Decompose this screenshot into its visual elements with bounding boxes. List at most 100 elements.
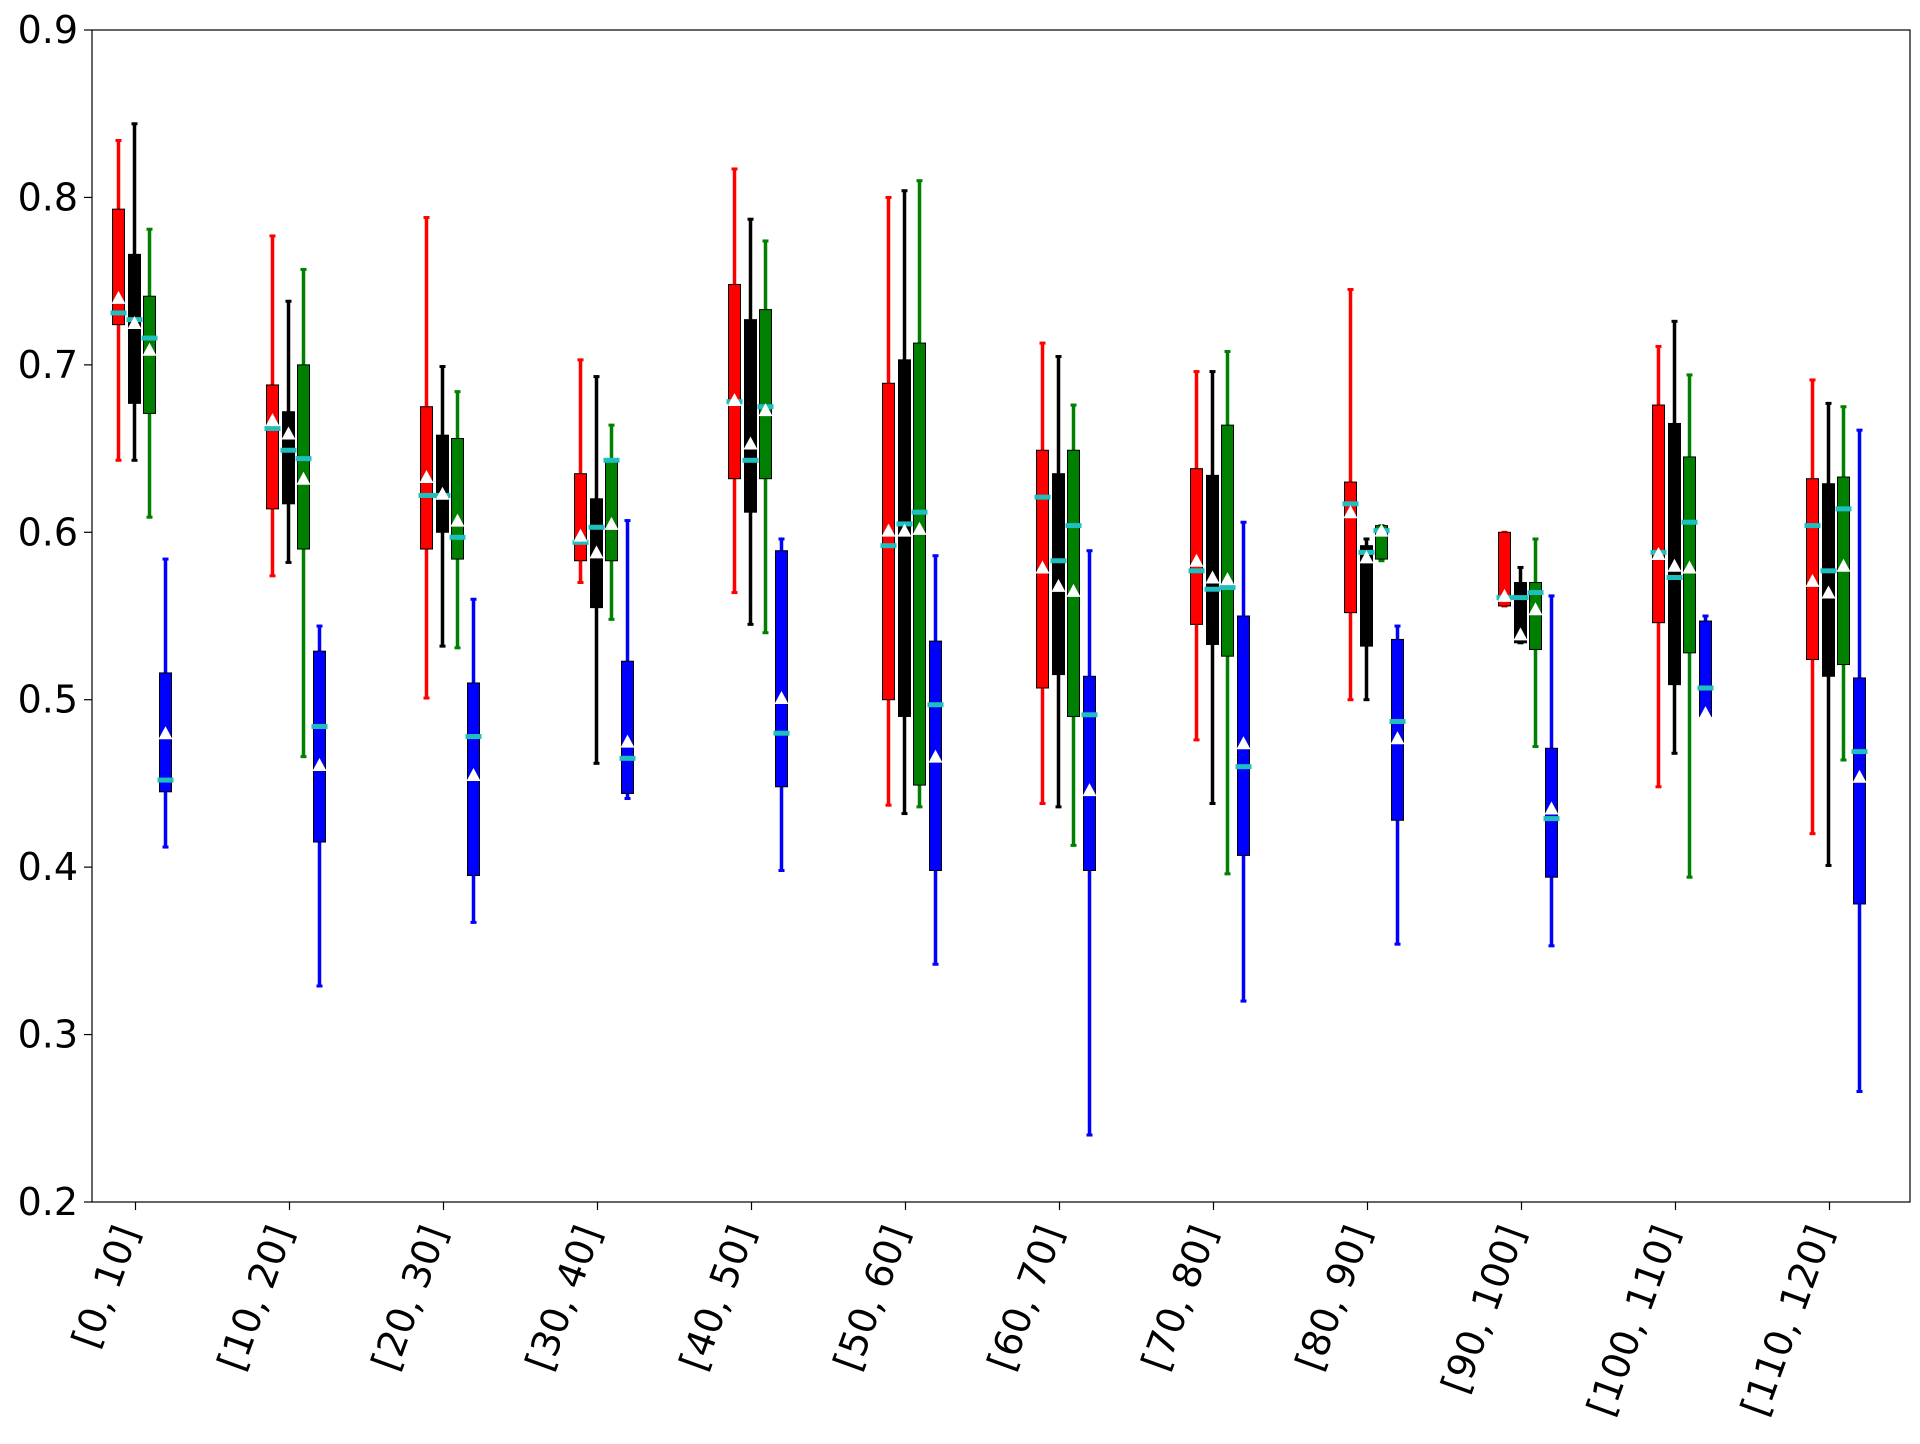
x-tick-label: [60, 70] (979, 1220, 1072, 1376)
box (266, 384, 279, 510)
mean-marker (265, 413, 280, 427)
x-tick-label: [110, 120] (1733, 1220, 1842, 1422)
box (1668, 422, 1681, 686)
mean-marker (774, 691, 789, 705)
mean-marker (743, 436, 758, 450)
box (1822, 483, 1835, 677)
x-tick-label: [80, 90] (1287, 1220, 1380, 1376)
mean-marker (573, 528, 588, 542)
mean-marker (1051, 578, 1066, 592)
mean-marker (435, 486, 450, 500)
mean-marker (296, 471, 311, 485)
x-tick-label: [70, 80] (1133, 1220, 1226, 1376)
box (1391, 638, 1404, 821)
mean-marker (589, 545, 604, 559)
mean-marker (419, 470, 434, 484)
mean-marker (142, 342, 157, 356)
mean-marker (928, 749, 943, 763)
mean-marker (1852, 769, 1867, 783)
mean-marker (881, 523, 896, 537)
box (1052, 473, 1065, 676)
x-tick-label: [0, 10] (63, 1220, 148, 1354)
mean-marker (127, 316, 142, 329)
box (574, 473, 587, 562)
box (728, 283, 741, 480)
box (759, 309, 772, 480)
mean-marker (111, 290, 126, 304)
mean-marker (1805, 573, 1820, 587)
y-tick-label: 0.7 (18, 343, 78, 387)
box (1683, 456, 1696, 654)
x-tick-label: [50, 60] (825, 1220, 918, 1376)
mean-marker (1035, 560, 1050, 574)
box (1498, 531, 1511, 607)
mean-marker (466, 768, 481, 782)
mean-marker (1220, 572, 1235, 586)
y-tick-label: 0.2 (18, 1180, 78, 1224)
mean-marker (1513, 627, 1528, 641)
box (913, 342, 926, 786)
mean-marker (1497, 588, 1512, 602)
mean-marker (1528, 602, 1543, 616)
x-tick-label: [90, 100] (1433, 1220, 1534, 1399)
plot-frame (91, 29, 1911, 1203)
axes: 0.2 0.3 0.4 0.5 0.6 0.7 0.8 0.9 [0, 10] [10, 20] [… (18, 8, 1911, 1422)
box (898, 359, 911, 717)
mean-marker (620, 734, 635, 748)
box (1067, 449, 1080, 717)
mean-marker (1082, 783, 1097, 797)
box (1699, 620, 1712, 717)
box (744, 319, 757, 513)
box (1529, 582, 1542, 650)
mean-marker (158, 726, 173, 740)
mean-marker (1236, 736, 1251, 750)
mean-marker (1066, 583, 1081, 597)
x-tick-label: [100, 110] (1579, 1220, 1688, 1422)
box-series-2 (126, 122, 1837, 867)
mean-marker (1698, 706, 1713, 720)
box (282, 411, 295, 505)
mean-marker (281, 426, 296, 440)
box (1853, 677, 1866, 905)
mean-marker (1682, 560, 1697, 574)
x-tick-label: [40, 50] (671, 1220, 764, 1376)
box (1221, 424, 1234, 657)
x-tick-label: [30, 40] (517, 1220, 610, 1376)
box (1237, 615, 1250, 856)
box-series-4 (157, 428, 1868, 1137)
box (313, 650, 326, 843)
mean-marker (1667, 558, 1682, 572)
mean-marker (912, 521, 927, 535)
box (1206, 474, 1219, 645)
box (112, 208, 125, 326)
box (621, 660, 634, 794)
mean-marker (1359, 550, 1374, 564)
mean-marker (897, 523, 912, 537)
mean-marker (1544, 801, 1559, 815)
y-tick-label: 0.3 (18, 1013, 78, 1057)
mean-marker (1821, 585, 1836, 599)
x-tick-label: [20, 30] (363, 1220, 456, 1376)
box (1360, 545, 1373, 647)
y-tick-label: 0.4 (18, 845, 78, 889)
mean-marker (1205, 570, 1220, 584)
mean-marker (1836, 558, 1851, 572)
mean-marker (1343, 505, 1358, 519)
mean-marker (312, 758, 327, 772)
mean-marker (758, 403, 773, 417)
y-tick-label: 0.5 (18, 678, 78, 722)
mean-marker (604, 516, 619, 530)
y-tick-label: 0.9 (18, 8, 78, 52)
y-tick-label: 0.8 (18, 175, 78, 219)
box (1190, 468, 1203, 625)
mean-marker (450, 513, 465, 527)
mean-marker (1390, 731, 1405, 745)
plot-marks (110, 122, 1868, 1137)
mean-marker (727, 393, 742, 407)
box (1806, 478, 1819, 661)
box (1083, 675, 1096, 871)
mean-marker (1189, 553, 1204, 567)
box-series-3 (141, 179, 1852, 879)
